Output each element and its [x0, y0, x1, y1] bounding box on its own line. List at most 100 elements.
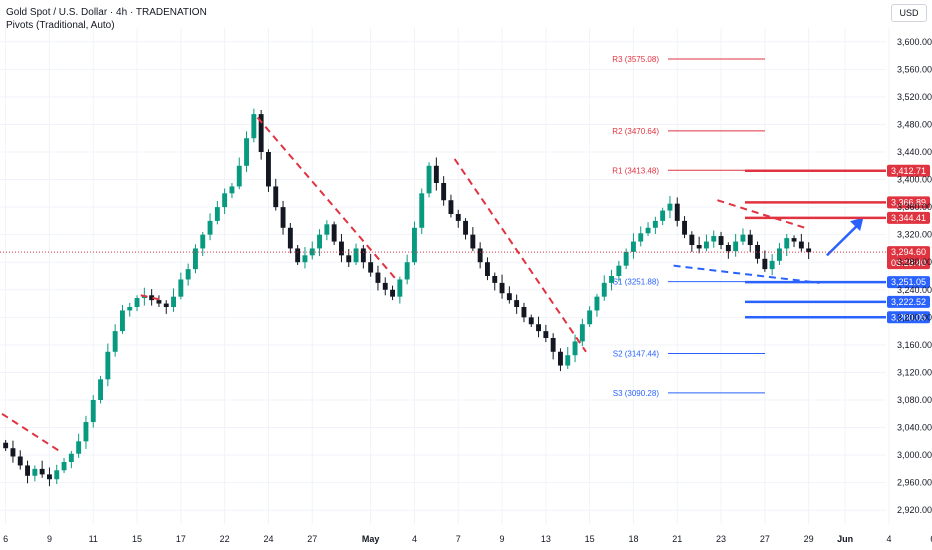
candle-body[interactable]: [163, 303, 169, 307]
candle-body[interactable]: [492, 276, 498, 283]
candle-body[interactable]: [17, 456, 23, 466]
candle-body[interactable]: [404, 262, 410, 280]
candle-body[interactable]: [105, 351, 111, 380]
candle-body[interactable]: [791, 238, 797, 242]
currency-button[interactable]: USD: [891, 4, 927, 22]
candle-body[interactable]: [390, 289, 395, 297]
time-axis[interactable]: 69111517222427May47913151821232729Jun461…: [3, 534, 932, 544]
candle-body[interactable]: [171, 296, 176, 307]
candle-body[interactable]: [76, 441, 82, 454]
candle-body[interactable]: [287, 227, 293, 249]
candle-body[interactable]: [631, 241, 636, 252]
candle-body[interactable]: [397, 279, 403, 297]
candle-body[interactable]: [134, 298, 140, 307]
candle-body[interactable]: [185, 269, 191, 280]
candle-body[interactable]: [61, 462, 67, 471]
candle-body[interactable]: [682, 220, 687, 235]
candle-body[interactable]: [3, 442, 9, 449]
candle-body[interactable]: [514, 300, 520, 307]
candle-body[interactable]: [660, 210, 666, 221]
candle-body[interactable]: [477, 248, 483, 263]
candle-body[interactable]: [448, 200, 454, 214]
candle-body[interactable]: [236, 165, 242, 187]
current-price-tag[interactable]: [887, 246, 930, 270]
candle-body[interactable]: [244, 138, 249, 166]
candle-body[interactable]: [10, 448, 16, 457]
candle-body[interactable]: [623, 251, 629, 266]
candle-body[interactable]: [39, 468, 45, 475]
candle-body[interactable]: [704, 241, 709, 249]
candle-body[interactable]: [558, 351, 563, 366]
candle-body[interactable]: [455, 214, 461, 221]
candle-body[interactable]: [784, 238, 790, 249]
candle-body[interactable]: [207, 220, 213, 235]
candle-body[interactable]: [594, 296, 600, 311]
candle-body[interactable]: [90, 400, 96, 423]
key-level-tag[interactable]: [887, 276, 930, 289]
candle-body[interactable]: [433, 165, 439, 183]
candle-body[interactable]: [54, 470, 60, 480]
candle-body[interactable]: [798, 241, 804, 249]
candle-body[interactable]: [601, 282, 607, 297]
candle-body[interactable]: [572, 341, 578, 356]
candle-body[interactable]: [718, 236, 724, 245]
candle-body[interactable]: [463, 220, 468, 235]
candle-body[interactable]: [120, 310, 125, 332]
candle-body[interactable]: [536, 324, 541, 332]
candle-body[interactable]: [149, 295, 155, 301]
candle-body[interactable]: [638, 233, 644, 242]
candle-body[interactable]: [32, 468, 38, 476]
symbol-title[interactable]: Gold Spot / U.S. Dollar · 4h · TRADENATI…: [6, 7, 207, 18]
candle-body[interactable]: [273, 186, 279, 208]
candle-body[interactable]: [229, 186, 235, 194]
price-axis[interactable]: 2,920.00 2,960.00 3,000.00 3,040.00 3,080.00…: [897, 37, 932, 515]
candle-body[interactable]: [725, 245, 731, 252]
candle-body[interactable]: [645, 227, 651, 234]
candle-body[interactable]: [711, 236, 717, 242]
candle-body[interactable]: [689, 234, 695, 245]
candle-body[interactable]: [565, 355, 571, 366]
candle-body[interactable]: [419, 193, 425, 228]
candle-body[interactable]: [324, 224, 330, 235]
indicator-label[interactable]: Pivots (Traditional, Auto): [6, 20, 115, 31]
candle-body[interactable]: [806, 248, 812, 253]
candle-body[interactable]: [112, 331, 118, 352]
candle-body[interactable]: [280, 207, 286, 228]
candle-body[interactable]: [127, 307, 133, 311]
candle-body[interactable]: [360, 248, 366, 263]
candle-body[interactable]: [609, 276, 614, 283]
candle-body[interactable]: [528, 317, 534, 325]
candle-body[interactable]: [485, 262, 490, 276]
candle-body[interactable]: [506, 293, 512, 301]
candle-body[interactable]: [156, 300, 162, 304]
candle-body[interactable]: [441, 183, 447, 201]
candle-body[interactable]: [98, 379, 103, 400]
candle-body[interactable]: [579, 324, 585, 342]
candle-body[interactable]: [587, 310, 593, 325]
key-level-tag[interactable]: [887, 311, 930, 324]
candle-body[interactable]: [674, 203, 680, 221]
candle-body[interactable]: [266, 152, 271, 187]
key-level-tag[interactable]: [887, 295, 930, 308]
candle-body[interactable]: [777, 248, 782, 261]
candle-body[interactable]: [696, 245, 702, 249]
candle-body[interactable]: [550, 338, 556, 352]
candle-body[interactable]: [83, 422, 89, 442]
candle-body[interactable]: [317, 234, 322, 249]
candle-body[interactable]: [747, 234, 753, 245]
candle-body[interactable]: [667, 203, 673, 211]
candle-body[interactable]: [412, 227, 417, 263]
candle-body[interactable]: [302, 255, 308, 263]
candle-body[interactable]: [353, 248, 359, 263]
candle-body[interactable]: [740, 234, 746, 242]
candle-body[interactable]: [499, 282, 505, 294]
candle-body[interactable]: [331, 224, 337, 242]
candle-body[interactable]: [47, 474, 52, 480]
candle-body[interactable]: [521, 307, 527, 318]
candle-body[interactable]: [368, 262, 374, 273]
candle-body[interactable]: [222, 193, 228, 208]
candle-body[interactable]: [762, 258, 768, 270]
candle-body[interactable]: [470, 234, 476, 249]
candle-body[interactable]: [214, 207, 220, 221]
